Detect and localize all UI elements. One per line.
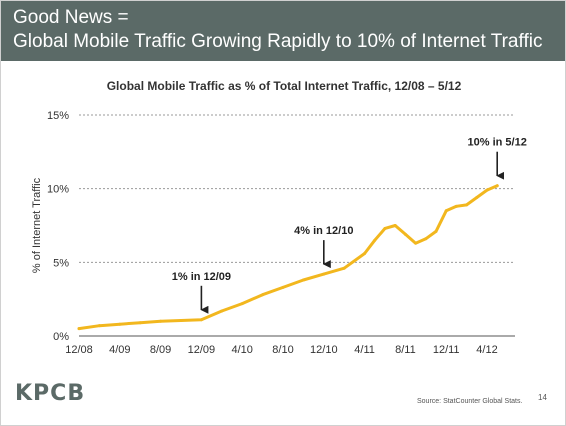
data-point	[342, 266, 346, 270]
data-point	[444, 209, 448, 213]
data-point	[495, 184, 499, 188]
data-point	[475, 196, 479, 200]
y-tick-label: 0%	[53, 331, 69, 343]
annotation-label: 10% in 5/12	[468, 137, 527, 149]
x-tick-label: 8/10	[272, 344, 293, 356]
y-axis-label: % of Internet Traffic	[31, 177, 43, 273]
source-note: Source: StatCounter Global Stats.	[417, 398, 523, 405]
data-point	[118, 322, 122, 326]
x-tick-label: 4/10	[231, 344, 252, 356]
x-tick-label: 4/09	[109, 344, 130, 356]
annotation-label: 1% in 12/09	[172, 271, 231, 283]
data-point	[199, 318, 203, 322]
page-number: 14	[538, 393, 547, 402]
data-point	[373, 238, 377, 242]
x-tick-label: 12/09	[188, 344, 216, 356]
x-tick-label: 8/11	[395, 344, 416, 356]
data-point	[138, 321, 142, 325]
chart-title: Global Mobile Traffic as % of Total Inte…	[106, 79, 462, 93]
x-tick-label: 12/11	[433, 344, 460, 356]
y-tick-label: 10%	[47, 184, 69, 196]
data-point	[77, 327, 81, 331]
header-subtitle: Global Mobile Traffic Growing Rapidly to…	[13, 31, 543, 52]
x-tick-label: 12/10	[310, 344, 338, 356]
data-point	[434, 229, 438, 233]
data-point	[261, 293, 265, 297]
series-line	[77, 184, 499, 331]
header-title: Good News =	[13, 7, 129, 28]
data-point	[97, 324, 101, 328]
data-point	[220, 309, 224, 313]
x-tick-label: 4/11	[354, 344, 375, 356]
header-banner: Good News = Global Mobile Traffic Growin…	[1, 1, 565, 61]
annotation-label: 4% in 12/10	[294, 225, 353, 237]
x-tick-label: 12/08	[65, 344, 93, 356]
data-point	[363, 251, 367, 255]
x-tick-label: 8/09	[150, 344, 171, 356]
data-point	[414, 241, 418, 245]
data-point	[393, 224, 397, 227]
x-tick-label: 4/12	[476, 344, 497, 356]
data-point	[424, 237, 428, 241]
data-point	[403, 232, 407, 236]
data-point	[465, 203, 469, 207]
data-point	[240, 302, 244, 306]
kpcb-logo: KPCB	[15, 381, 86, 406]
data-point	[485, 188, 489, 192]
y-tick-label: 5%	[53, 257, 69, 269]
data-point	[281, 285, 285, 289]
data-point	[454, 204, 458, 208]
data-point	[301, 278, 305, 282]
data-point	[322, 272, 326, 276]
y-tick-label: 15%	[47, 110, 69, 122]
data-point	[383, 226, 387, 230]
data-point	[159, 319, 163, 323]
data-point	[179, 319, 183, 323]
